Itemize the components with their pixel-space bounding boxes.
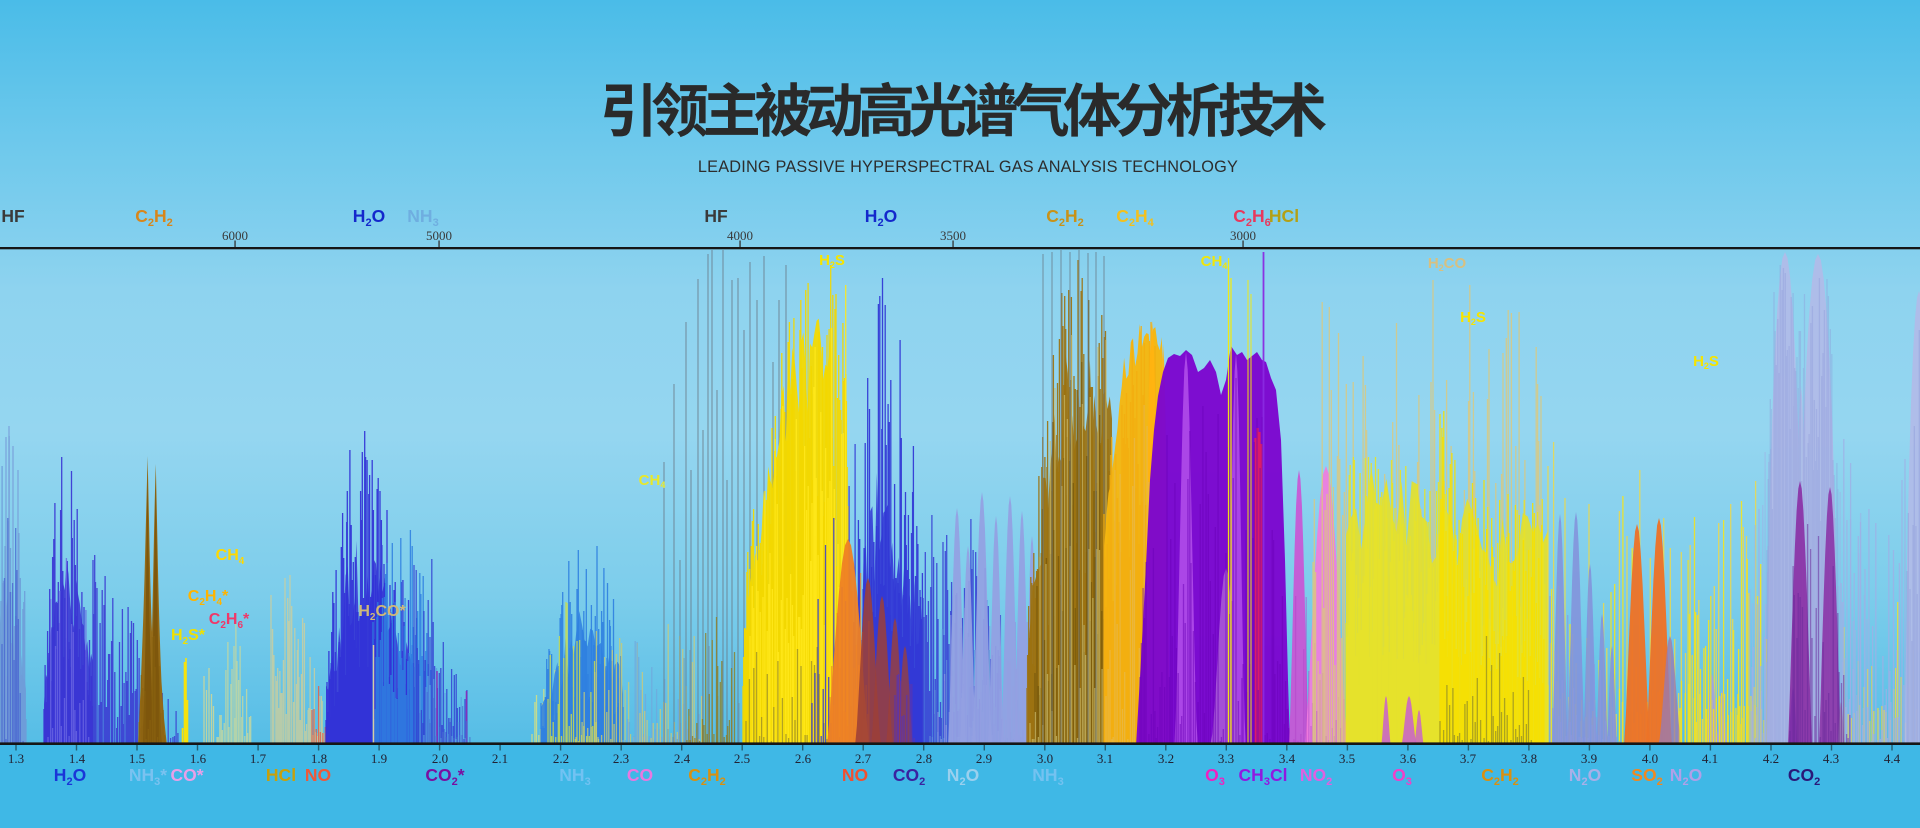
svg-text:6000: 6000 (222, 228, 248, 243)
svg-text:3000: 3000 (1230, 228, 1256, 243)
svg-text:H2​S: H2​S (1460, 309, 1486, 327)
svg-text:4000: 4000 (727, 228, 753, 243)
svg-text:CO2​: CO2​ (893, 765, 925, 788)
svg-text:C2​H4​*: C2​H4​* (188, 588, 229, 608)
svg-text:2.7: 2.7 (855, 751, 872, 766)
svg-text:HCl: HCl (266, 765, 296, 785)
svg-text:H2​S*: H2​S* (171, 627, 206, 647)
svg-text:2.8: 2.8 (916, 751, 932, 766)
svg-text:3.8: 3.8 (1521, 751, 1537, 766)
svg-text:4.2: 4.2 (1763, 751, 1779, 766)
svg-text:1.4: 1.4 (69, 751, 86, 766)
svg-text:C2​H6​*: C2​H6​* (209, 611, 250, 631)
svg-text:3.3: 3.3 (1218, 751, 1234, 766)
svg-text:NH3​: NH3​ (559, 765, 590, 788)
svg-text:C2​H2​: C2​H2​ (688, 765, 726, 788)
svg-text:N2​O: N2​O (947, 765, 979, 788)
svg-text:LEADING PASSIVE HYPERSPECTRAL: LEADING PASSIVE HYPERSPECTRAL GAS ANALYS… (698, 158, 1238, 176)
svg-text:2.9: 2.9 (976, 751, 992, 766)
svg-text:4.3: 4.3 (1823, 751, 1839, 766)
svg-text:CO2​: CO2​ (1788, 765, 1820, 788)
svg-text:1.8: 1.8 (311, 751, 327, 766)
svg-text:2.1: 2.1 (492, 751, 508, 766)
svg-text:O3​: O3​ (1205, 765, 1225, 788)
svg-text:3.6: 3.6 (1400, 751, 1417, 766)
svg-text:4.0: 4.0 (1642, 751, 1658, 766)
svg-text:C2​H4​: C2​H4​ (1116, 206, 1154, 229)
svg-text:3.2: 3.2 (1158, 751, 1174, 766)
svg-text:NH3​: NH3​ (1032, 765, 1063, 788)
svg-text:3.0: 3.0 (1037, 751, 1053, 766)
svg-text:N2​O: N2​O (1670, 765, 1702, 788)
svg-text:2.3: 2.3 (613, 751, 629, 766)
svg-text:1.7: 1.7 (250, 751, 267, 766)
svg-text:C2​H6​: C2​H6​ (1233, 206, 1271, 229)
svg-text:H2​CO*: H2​CO* (358, 603, 406, 623)
svg-text:2.0: 2.0 (432, 751, 448, 766)
svg-text:3.1: 3.1 (1097, 751, 1113, 766)
svg-text:3.9: 3.9 (1581, 751, 1597, 766)
svg-text:3.5: 3.5 (1339, 751, 1355, 766)
svg-text:H2​O: H2​O (353, 206, 385, 229)
svg-text:4.1: 4.1 (1702, 751, 1718, 766)
svg-text:CO2​*: CO2​* (425, 765, 464, 788)
svg-text:NH3​*: NH3​* (129, 765, 167, 788)
svg-text:2.2: 2.2 (553, 751, 569, 766)
svg-text:2.5: 2.5 (734, 751, 750, 766)
svg-text:H2​O: H2​O (865, 206, 897, 229)
svg-text:CO: CO (627, 765, 653, 785)
svg-text:HF: HF (704, 206, 728, 226)
svg-text:H2​S: H2​S (1693, 353, 1719, 371)
svg-text:SO2​: SO2​ (1631, 765, 1662, 788)
svg-text:CH4​: CH4​ (639, 472, 666, 490)
svg-text:5000: 5000 (426, 228, 452, 243)
svg-text:1.5: 1.5 (129, 751, 145, 766)
svg-text:CH4​: CH4​ (216, 547, 245, 567)
svg-text:C2​H2​: C2​H2​ (1046, 206, 1084, 229)
svg-text:CH4​: CH4​ (1201, 253, 1228, 271)
svg-text:2.6: 2.6 (795, 751, 812, 766)
svg-text:O3​: O3​ (1392, 765, 1412, 788)
svg-text:H2​CO: H2​CO (1428, 255, 1467, 273)
svg-text:HCl: HCl (1269, 206, 1299, 226)
svg-text:3.7: 3.7 (1460, 751, 1477, 766)
svg-text:N2​O: N2​O (1569, 765, 1601, 788)
svg-text:NH3​: NH3​ (407, 206, 438, 229)
svg-text:C2​H2​: C2​H2​ (135, 206, 173, 229)
svg-text:2.4: 2.4 (674, 751, 691, 766)
svg-text:CO*: CO* (170, 765, 203, 785)
svg-text:H2​S: H2​S (819, 252, 845, 270)
svg-text:NO: NO (842, 765, 868, 785)
svg-text:H2​O: H2​O (54, 765, 86, 788)
svg-text:1.6: 1.6 (190, 751, 207, 766)
svg-text:CH3​Cl: CH3​Cl (1239, 765, 1288, 788)
svg-text:C2​H2​: C2​H2​ (1481, 765, 1519, 788)
svg-text:1.3: 1.3 (8, 751, 24, 766)
svg-text:4.4: 4.4 (1884, 751, 1901, 766)
svg-text:NO2​: NO2​ (1300, 765, 1332, 788)
svg-text:NO: NO (305, 765, 331, 785)
svg-text:3500: 3500 (940, 228, 966, 243)
svg-text:1.9: 1.9 (371, 751, 387, 766)
svg-text:HF: HF (1, 206, 25, 226)
svg-text:3.4: 3.4 (1279, 751, 1296, 766)
